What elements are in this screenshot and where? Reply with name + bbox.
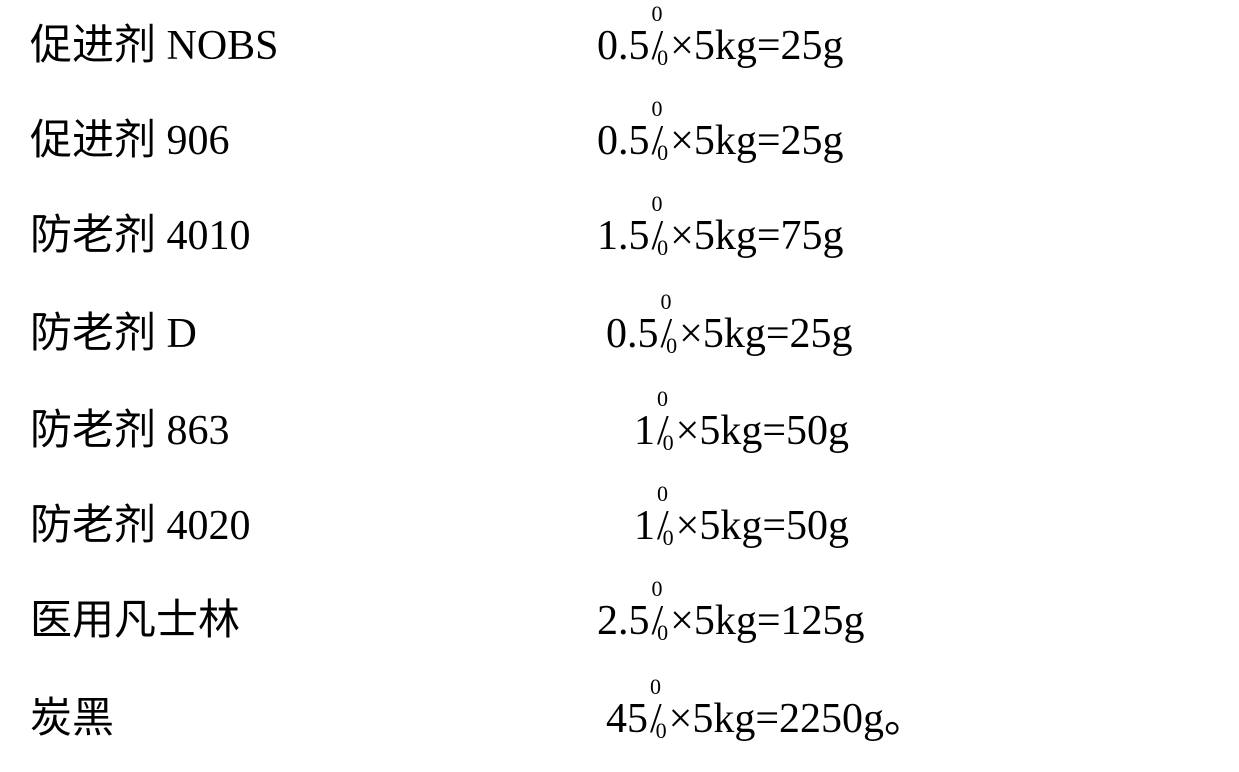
- ingredient-formula: 450/0×5kg=2250g。: [606, 698, 926, 740]
- result-value: 50g: [786, 408, 849, 454]
- percent-icon: 0/0: [650, 698, 667, 740]
- ingredient-label: 防老剂 863: [30, 410, 230, 452]
- ingredient-label: 防老剂 4010: [30, 215, 251, 257]
- ingredient-label: 炭黑: [30, 698, 114, 740]
- formula-base: ×5kg=: [670, 118, 780, 164]
- formula-base: ×5kg=: [670, 598, 780, 644]
- result-value: 2250g: [779, 696, 884, 742]
- document-body: 促进剂 NOBS0.50/0×5kg=25g促进剂 9060.50/0×5kg=…: [0, 0, 1239, 772]
- coefficient: 0.5: [597, 23, 650, 69]
- formula-base: ×5kg=: [676, 408, 786, 454]
- coefficient: 0.5: [597, 118, 650, 164]
- ingredient-row: 防老剂 4010 1.50/0×5kg=75g: [30, 215, 1209, 265]
- percent-icon: 0/0: [652, 600, 669, 642]
- coefficient: 1: [634, 408, 655, 454]
- formula-base: ×5kg=: [670, 213, 780, 259]
- formula-base: ×5kg=: [676, 503, 786, 549]
- ingredient-row: 防老剂 863 10/0×5kg=50g: [30, 410, 1209, 460]
- ingredient-row: 防老剂 D 0.50/0×5kg=25g: [30, 313, 1209, 363]
- ingredient-label: 促进剂 NOBS: [30, 25, 279, 67]
- trailing-punct: 。: [884, 696, 926, 742]
- result-value: 25g: [781, 118, 844, 164]
- ingredient-formula: 10/0×5kg=50g: [634, 410, 849, 452]
- ingredient-formula: 0.50/0×5kg=25g: [606, 313, 853, 355]
- result-value: 25g: [781, 23, 844, 69]
- percent-icon: 0/0: [657, 505, 674, 547]
- coefficient: 45: [606, 696, 648, 742]
- ingredient-label: 防老剂 D: [30, 313, 197, 355]
- coefficient: 2.5: [597, 598, 650, 644]
- ingredient-row: 促进剂 NOBS 0.50/0×5kg=25g: [30, 25, 1209, 75]
- percent-icon: 0/0: [652, 120, 669, 162]
- ingredient-label: 促进剂 906: [30, 120, 230, 162]
- result-value: 50g: [786, 503, 849, 549]
- ingredient-formula: 0.50/0×5kg=25g: [597, 120, 844, 162]
- formula-base: ×5kg=: [670, 23, 780, 69]
- percent-icon: 0/0: [661, 313, 678, 355]
- coefficient: 1.5: [597, 213, 650, 259]
- ingredient-row: 促进剂 906 0.50/0×5kg=25g: [30, 120, 1209, 170]
- percent-icon: 0/0: [652, 25, 669, 67]
- ingredient-formula: 2.50/0×5kg=125g: [597, 600, 865, 642]
- ingredient-row: 炭黑 450/0×5kg=2250g。: [30, 698, 1209, 748]
- ingredient-formula: 0.50/0×5kg=25g: [597, 25, 844, 67]
- coefficient: 0.5: [606, 311, 659, 357]
- ingredient-formula: 10/0×5kg=50g: [634, 505, 849, 547]
- ingredient-formula: 1.50/0×5kg=75g: [597, 215, 844, 257]
- ingredient-label: 医用凡士林: [30, 600, 240, 642]
- formula-base: ×5kg=: [669, 696, 779, 742]
- coefficient: 1: [634, 503, 655, 549]
- percent-icon: 0/0: [652, 215, 669, 257]
- ingredient-row: 医用凡士林 2.50/0×5kg=125g: [30, 600, 1209, 650]
- formula-base: ×5kg=: [679, 311, 789, 357]
- ingredient-label: 防老剂 4020: [30, 505, 251, 547]
- ingredient-row: 防老剂 4020 10/0×5kg=50g: [30, 505, 1209, 555]
- result-value: 125g: [781, 598, 865, 644]
- result-value: 75g: [781, 213, 844, 259]
- percent-icon: 0/0: [657, 410, 674, 452]
- result-value: 25g: [790, 311, 853, 357]
